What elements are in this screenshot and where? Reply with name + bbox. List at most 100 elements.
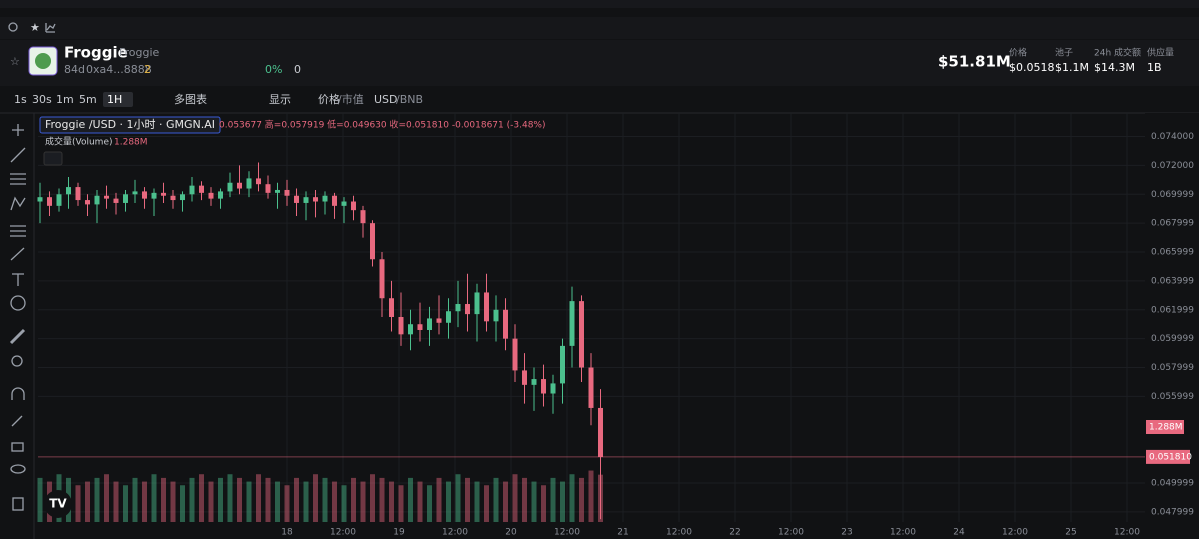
magnet-tool[interactable] — [11, 387, 25, 400]
volume-bar — [408, 477, 413, 522]
crosshair-tool[interactable] — [12, 124, 24, 136]
x-tick-label: 21 — [617, 528, 628, 538]
multi-chart[interactable]: 多图表 — [174, 92, 207, 106]
candle-body — [256, 178, 261, 185]
token-name: Froggie — [64, 44, 128, 62]
interval[interactable]: 1s — [14, 93, 27, 106]
volume-bar — [303, 481, 309, 522]
volume-bar — [75, 485, 81, 522]
top-nav — [0, 0, 1199, 8]
lock-tool[interactable] — [11, 442, 24, 452]
y-tick-label: 0.055999 — [1151, 392, 1194, 402]
display[interactable]: 显示 — [269, 93, 291, 106]
candle-body — [284, 189, 290, 196]
candle-body — [37, 197, 43, 202]
candle-body — [113, 198, 119, 203]
x-tick-label: 25 — [1065, 528, 1076, 538]
candle-body — [569, 301, 575, 346]
interval[interactable]: 5m — [79, 93, 97, 106]
fib-tool[interactable] — [10, 173, 26, 185]
star-icon[interactable]: ★ — [30, 21, 40, 34]
volume-bar — [113, 481, 119, 522]
volume-bar — [522, 477, 527, 522]
candle-body — [341, 201, 347, 206]
last-price-tag — [1146, 449, 1190, 464]
line-tool[interactable] — [10, 147, 26, 163]
volume-bar — [256, 474, 261, 522]
volume-tag — [1146, 420, 1184, 434]
text-tool[interactable] — [12, 273, 24, 286]
price-toggle[interactable]: 价格 — [318, 92, 340, 106]
collapse-button[interactable] — [43, 151, 63, 166]
volume-bar — [379, 477, 385, 522]
volume-bar — [294, 477, 299, 522]
stat-label: 供应量 — [1147, 47, 1174, 59]
brush-tool[interactable] — [10, 247, 25, 261]
y-tick-label: 0.063999 — [1151, 276, 1194, 286]
candle-body — [541, 379, 546, 394]
y-tick-label: 0.061999 — [1151, 305, 1194, 315]
volume-bar — [161, 477, 166, 522]
x-tick-label: 12:00 — [442, 528, 468, 538]
candle-body — [180, 194, 185, 201]
price-axis — [1145, 113, 1199, 539]
lock-draw-tool[interactable] — [11, 415, 23, 427]
volume-bar — [170, 481, 176, 522]
fav-icon[interactable]: ☆ — [10, 55, 20, 68]
y-tick-label: 0.049999 — [1151, 479, 1194, 489]
candle-body — [170, 195, 176, 201]
volume-bar — [360, 481, 366, 522]
emoji-tool[interactable] — [10, 295, 26, 311]
candle-body — [512, 338, 518, 371]
projection-tool[interactable] — [10, 225, 26, 237]
candle-body — [322, 195, 328, 202]
candle-body — [465, 304, 470, 315]
candle-body — [379, 259, 385, 299]
interval[interactable]: 30s — [32, 93, 52, 106]
pct: 0% — [265, 63, 282, 76]
candle-body — [427, 318, 432, 330]
ruler-tool[interactable] — [9, 328, 26, 345]
bnb-toggle[interactable]: /BNB — [396, 93, 423, 106]
volume-bar — [474, 481, 480, 522]
candle-body — [227, 182, 233, 192]
interval[interactable]: 1m — [56, 93, 74, 106]
volume-bar — [104, 474, 109, 522]
interval-active — [103, 92, 133, 107]
volume-bar — [550, 477, 556, 522]
stat-value: $0.0518 — [1009, 61, 1055, 74]
candle-body — [275, 189, 280, 193]
volume-bar — [189, 477, 195, 522]
x-tick-label: 22 — [729, 528, 740, 538]
tv-logo — [44, 490, 72, 518]
y-tick-label: 0.072000 — [1151, 161, 1194, 171]
usd-toggle[interactable]: USD — [374, 93, 398, 106]
x-tick-label: 18 — [281, 528, 293, 538]
zoom-tool[interactable] — [11, 355, 23, 367]
volume-bar — [284, 485, 290, 522]
volume-bar — [484, 485, 489, 522]
x-tick-label: 12:00 — [778, 528, 804, 538]
y-tick-label: 0.069999 — [1151, 190, 1194, 200]
x-tick-label: 12:00 — [554, 528, 580, 538]
y-tick-label: 0.067999 — [1151, 219, 1194, 229]
volume-bar — [151, 474, 157, 522]
candle-body — [313, 197, 318, 202]
trash-tool[interactable] — [12, 497, 24, 511]
mcap-toggle[interactable]: /市值 — [338, 92, 364, 106]
volume-bar — [398, 485, 404, 522]
settings-icon[interactable] — [8, 22, 18, 32]
eye-tool[interactable] — [10, 464, 26, 474]
volume-bar — [541, 485, 546, 522]
candle-body — [294, 195, 299, 203]
interval[interactable]: 1H — [107, 93, 122, 106]
pattern-tool[interactable] — [10, 196, 26, 211]
candle-body — [237, 182, 242, 189]
x-tick-label: 24 — [953, 528, 965, 538]
chart-icon[interactable] — [45, 23, 56, 33]
candle-body — [66, 187, 71, 195]
candle-body — [199, 185, 204, 193]
candle-body — [446, 311, 451, 323]
candle-body — [474, 292, 480, 315]
